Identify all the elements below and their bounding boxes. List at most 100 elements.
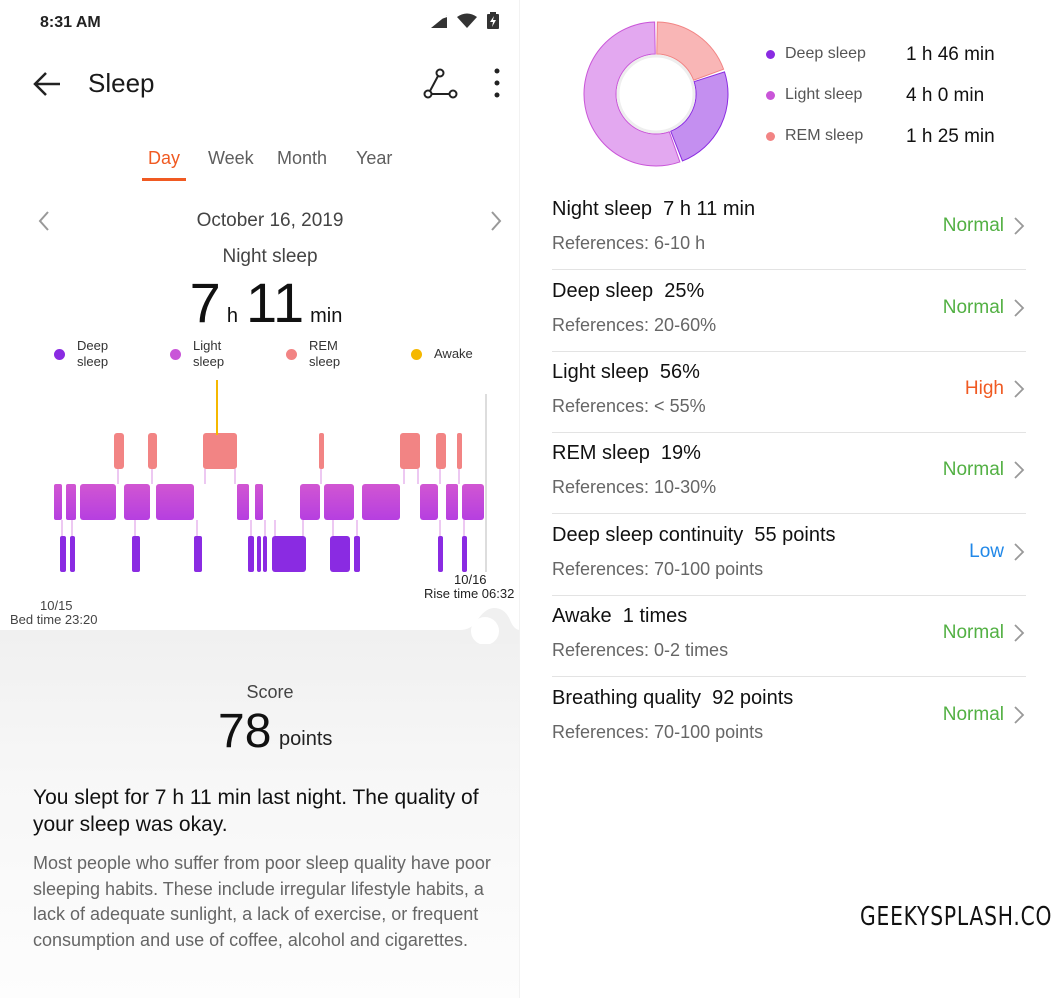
score-value: 78	[218, 705, 272, 758]
sleep-summary: You slept for 7 h 11 min last night. The…	[33, 786, 479, 836]
legend-rem-sleep: REM sleep	[286, 338, 340, 370]
hours-unit: h	[226, 305, 238, 327]
metric-night-sleep[interactable]: Night sleep 7 h 11 min References: 6-10 …	[552, 188, 1026, 270]
rem-block	[319, 433, 324, 469]
deep-block	[60, 536, 66, 572]
tab-day[interactable]: Day	[148, 148, 181, 168]
light-segments	[54, 484, 484, 520]
status-time: 8:31 AM	[40, 14, 101, 31]
light-block	[462, 484, 484, 520]
rem-segments	[114, 433, 462, 469]
rem-block	[400, 433, 420, 469]
metric-reference: References: 70-100 points	[552, 722, 764, 742]
metric-title: Deep sleep continuity 55 points	[552, 524, 836, 546]
row-divider	[552, 432, 1026, 433]
metric-deep-sleep-continuity[interactable]: Deep sleep continuity 55 points Referenc…	[552, 514, 1026, 596]
metric-title: REM sleep 19%	[552, 442, 701, 464]
deep-block	[438, 536, 443, 572]
stage-row-deep: Deep sleep	[766, 42, 906, 66]
chevron-right-icon	[1014, 380, 1025, 398]
watermark: GEEKYSPLASH.COM	[860, 902, 1052, 932]
stage-dot	[766, 90, 775, 100]
legend-text: sleep	[77, 354, 109, 369]
chevron-right-icon	[1014, 543, 1025, 561]
stage-value-deep: 1 h 46 min	[906, 44, 995, 65]
metric-reference: References: 6-10 h	[552, 233, 706, 253]
legend-dot	[170, 348, 181, 360]
light-block	[156, 484, 194, 520]
metric-title: Breathing quality 92 points	[552, 687, 794, 709]
wifi-icon	[457, 13, 477, 28]
scroll-handle[interactable]	[460, 604, 520, 644]
previous-day-button[interactable]	[30, 206, 58, 236]
more-options-button[interactable]	[482, 66, 512, 102]
legend-dot	[286, 348, 297, 360]
row-divider	[552, 595, 1026, 596]
metric-title: Light sleep 56%	[552, 361, 700, 383]
legend-text: Deep	[77, 338, 109, 353]
row-divider	[552, 351, 1026, 352]
tab-week[interactable]: Week	[208, 148, 254, 168]
light-block	[362, 484, 400, 520]
period-tabs: Day Week Month Year	[0, 148, 520, 188]
share-button[interactable]	[420, 66, 460, 102]
sleep-details-screen: Deep sleep 1 h 46 min Light sleep 4 h 0 …	[520, 0, 1052, 998]
metric-rem-sleep[interactable]: REM sleep 19% References: 10-30% Normal	[552, 432, 1026, 514]
deep-block	[263, 536, 267, 572]
metric-breathing-quality[interactable]: Breathing quality 92 points References: …	[552, 677, 1026, 759]
metric-title: Deep sleep 25%	[552, 280, 705, 302]
metric-light-sleep[interactable]: Light sleep 56% References: < 55% High	[552, 351, 1026, 433]
row-divider	[552, 676, 1026, 677]
deep-block	[272, 536, 306, 572]
light-block	[420, 484, 438, 520]
metric-status: Normal	[942, 297, 1004, 318]
active-tab-indicator	[142, 178, 186, 181]
light-block	[300, 484, 320, 520]
legend-dot	[411, 348, 422, 360]
chevron-left-icon	[38, 211, 49, 231]
legend-text: Light	[193, 338, 222, 353]
share-icon	[423, 68, 458, 99]
stage-name: REM sleep	[785, 127, 864, 144]
stage-dot	[766, 49, 775, 59]
light-block	[80, 484, 116, 520]
donut-slice-deep-sleep	[670, 71, 729, 162]
legend-text: Awake	[434, 346, 473, 361]
light-block	[124, 484, 150, 520]
metric-title: Awake 1 times	[552, 605, 688, 627]
page-title: Sleep	[88, 68, 155, 98]
donut-hole	[616, 54, 696, 134]
legend-awake: Awake	[411, 346, 473, 362]
next-day-button[interactable]	[482, 206, 510, 236]
deep-block	[257, 536, 261, 572]
metric-status: Normal	[942, 704, 1004, 725]
transition-path	[117, 469, 460, 484]
metric-deep-sleep[interactable]: Deep sleep 25% References: 20-60% Normal	[552, 270, 1026, 352]
transition-path	[61, 520, 465, 536]
panel-divider	[519, 0, 520, 998]
stage-name: Deep sleep	[785, 45, 866, 62]
score-panel	[0, 630, 520, 998]
more-vertical-icon	[494, 68, 500, 98]
legend-text: REM	[309, 338, 338, 353]
rise-date: 10/16	[454, 572, 487, 587]
donut-slice-rem-sleep	[656, 21, 725, 81]
light-block	[237, 484, 249, 520]
light-block	[54, 484, 62, 520]
tab-year[interactable]: Year	[356, 148, 393, 168]
back-button[interactable]	[30, 64, 70, 104]
stage-value-light: 4 h 0 min	[906, 85, 985, 106]
deep-segments	[60, 536, 467, 572]
rem-block	[148, 433, 157, 469]
metric-status: Normal	[942, 622, 1004, 643]
stage-row-light: Light sleep	[766, 83, 906, 107]
bed-date: 10/15	[40, 598, 73, 613]
deep-block	[70, 536, 75, 572]
tab-month[interactable]: Month	[277, 148, 328, 168]
metric-status: High	[964, 378, 1004, 399]
sleep-stage-chart	[54, 380, 487, 572]
metric-reference: References: 10-30%	[552, 477, 717, 497]
metric-reference: References: 70-100 points	[552, 559, 764, 579]
metric-awake[interactable]: Awake 1 times References: 0-2 times Norm…	[552, 595, 1026, 677]
metric-status: Normal	[942, 215, 1004, 236]
